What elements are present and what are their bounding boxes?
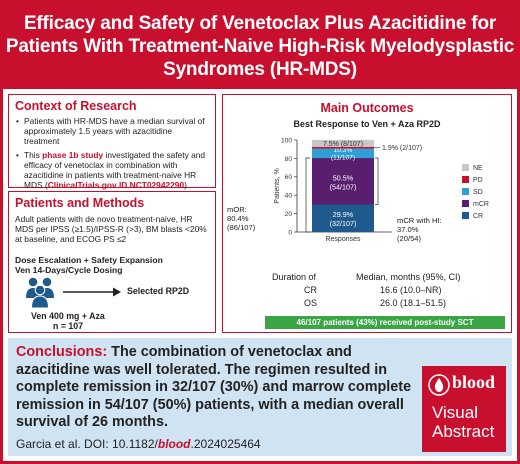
y-axis-label: Patients, %: [274, 168, 281, 203]
cr-duration-value: 16.6 (10.0–NR): [380, 285, 442, 295]
response-chart: 0 20 40 60 80 100 Patients, % Responses 29.9%(32…: [274, 137, 489, 243]
os-duration-value: 26.0 (18.1–51.5): [380, 298, 447, 308]
y-tick-label: 40: [285, 193, 293, 200]
dose-description: Dose Escalation + Safety Expansion Ven 1…: [15, 255, 209, 276]
context-title: Context of Research: [15, 99, 137, 113]
blood-drop-icon: [428, 374, 450, 396]
dose-line-2: Ven 14-Days/Cycle Dosing: [15, 265, 123, 276]
bar-segment-pd: [312, 146, 374, 149]
bar-segment-ne: [312, 139, 374, 147]
methods-panel: Patients and Methods Adult patients with…: [8, 191, 216, 333]
citation-post: .2024025464: [190, 437, 261, 451]
logo-brand: blood: [452, 372, 496, 392]
arrow-head: [113, 287, 121, 297]
legend-label-sd: SD: [473, 189, 483, 196]
context-bullet-2: This phase 1b study investigated the saf…: [15, 150, 209, 191]
methods-body: Adult patients with de novo treatment-na…: [15, 214, 207, 245]
mcr-hi-value: 37.0%: [397, 225, 419, 234]
logo-abstract: Abstract: [432, 422, 495, 441]
clinicaltrials-link[interactable]: ClinicalTrials.gov ID NCT02942290: [47, 180, 185, 191]
bar-segment-mcr: [312, 158, 374, 205]
data-label-frac-cr: (32/107): [330, 219, 357, 228]
legend-label-ne: NE: [473, 165, 483, 172]
y-tick-label: 80: [285, 156, 293, 163]
data-label-cr: 29.9%: [333, 210, 354, 219]
mcr-hi-label: mCR with HI:: [397, 216, 442, 225]
legend-swatch-sd: [462, 188, 469, 195]
conclusion-lead: Conclusions:: [16, 344, 108, 360]
x-axis-label: Responses: [325, 236, 361, 243]
duration-header: Median, months (95%, CI): [356, 272, 461, 282]
data-label-frac-mcr: (54/107): [330, 182, 357, 191]
conclusion-panel: Conclusions: The combination of venetocl…: [8, 338, 512, 456]
mcr-hi-frac: (20/54): [397, 234, 422, 243]
chart-title: Best Response to Ven + Aza RP2D: [293, 119, 441, 129]
mor-bracket: [305, 157, 310, 233]
mor-label: mOR:: [227, 205, 247, 214]
data-label-ne: 7.5% (8/107): [323, 141, 363, 148]
conclusion-text: Conclusions: The combination of venetocl…: [16, 344, 416, 432]
y-tick-label: 60: [285, 174, 293, 181]
blood-visual-abstract-logo: blood Visual Abstract: [422, 366, 506, 452]
sct-banner: 46/107 patients (43%) received post-stud…: [265, 316, 505, 329]
cr-duration-label: CR: [304, 285, 317, 295]
patients-icon: [26, 277, 54, 309]
legend-label-mcr: mCR: [473, 201, 489, 208]
outcomes-title: Main Outcomes: [320, 101, 414, 115]
context-bullet-2-post: ): [184, 180, 187, 191]
context-bullet-1: Patients with HR-MDS have a median survi…: [15, 116, 209, 147]
data-label-mcr: 50.5%: [333, 173, 354, 182]
context-panel: Context of Research Patients with HR-MDS…: [8, 94, 216, 190]
mor-value: 80.4%: [227, 214, 249, 223]
legend-label-pd: PD: [473, 177, 483, 184]
title-line-2: Patients With Treatment-Naive High-Risk …: [5, 35, 515, 57]
bar-segment-cr: [312, 204, 374, 232]
legend-swatch-pd: [462, 176, 469, 183]
context-bullet-2-pre: This: [24, 149, 43, 160]
y-tick-label: 100: [281, 137, 292, 144]
y-tick-label: 0: [288, 229, 292, 236]
methods-title: Patients and Methods: [15, 196, 145, 210]
os-duration-label: OS: [304, 298, 318, 308]
context-bullet-1-text: Patients with HR-MDS have a median survi…: [24, 116, 205, 147]
title-line-3: Syndromes (HR-MDS): [163, 58, 357, 80]
patients-arrow-graphic: [26, 277, 121, 309]
citation-pre: Garcia et al. DOI: 10.1182/: [16, 437, 158, 451]
legend-swatch-ne: [462, 164, 469, 171]
header-banner: Efficacy and Safety of Venetoclax Plus A…: [3, 3, 517, 89]
data-label-pd: 1.9% (2/107): [382, 145, 422, 152]
title-line-1: Efficacy and Safety of Venetoclax Plus A…: [23, 12, 497, 34]
y-tick-label: 20: [285, 211, 293, 218]
duration-label: Duration of: [272, 272, 317, 282]
legend-swatch-mcr: [462, 200, 469, 207]
citation: Garcia et al. DOI: 10.1182/blood.2024025…: [16, 437, 261, 451]
selected-rp2d: Selected RP2D: [127, 286, 190, 296]
mcr-hi-bracket: [375, 157, 379, 205]
conclusion-body: The combination of venetoclax and azacit…: [16, 344, 412, 431]
dose-line-1: Dose Escalation + Safety Expansion: [15, 254, 163, 265]
data-label-sd: 10.3%: [334, 147, 353, 154]
logo-visual: Visual: [432, 403, 478, 422]
phase-highlight: phase 1b study: [42, 149, 104, 160]
regimen-label: Ven 400 mg + Aza: [31, 311, 105, 321]
bar-segment-sd: [312, 148, 374, 159]
context-list: Patients with HR-MDS have a median survi…: [15, 116, 209, 190]
legend-label-cr: CR: [473, 213, 483, 220]
mor-frac: (86/107): [227, 223, 256, 232]
legend-swatch-cr: [462, 212, 469, 219]
citation-journal: blood: [157, 437, 191, 451]
sample-size: n = 107: [53, 321, 84, 331]
context-bullet-2-mid: investigated the safety and efficacy of …: [24, 149, 206, 191]
data-label-frac-sd: (11/107): [331, 155, 355, 162]
